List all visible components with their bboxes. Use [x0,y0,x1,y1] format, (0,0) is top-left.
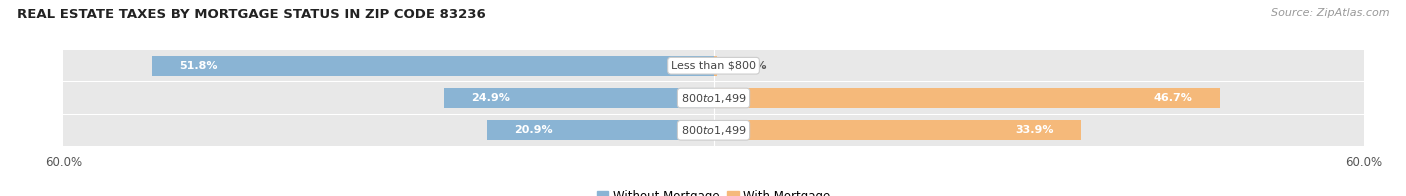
Text: Less than $800: Less than $800 [671,61,756,71]
Text: 46.7%: 46.7% [1154,93,1192,103]
Bar [713,56,717,76]
Text: 51.8%: 51.8% [179,61,218,71]
Bar [486,120,713,140]
Text: 24.9%: 24.9% [471,93,509,103]
Bar [152,56,713,76]
Bar [713,88,1219,108]
Text: $800 to $1,499: $800 to $1,499 [681,124,747,137]
Text: 33.9%: 33.9% [1015,125,1054,135]
Bar [63,82,1364,114]
Legend: Without Mortgage, With Mortgage: Without Mortgage, With Mortgage [592,185,835,196]
Text: 20.9%: 20.9% [515,125,553,135]
Text: 0.36%: 0.36% [728,61,766,71]
Bar [63,50,1364,81]
Bar [63,115,1364,146]
Text: Source: ZipAtlas.com: Source: ZipAtlas.com [1271,8,1389,18]
Text: REAL ESTATE TAXES BY MORTGAGE STATUS IN ZIP CODE 83236: REAL ESTATE TAXES BY MORTGAGE STATUS IN … [17,8,485,21]
Text: $800 to $1,499: $800 to $1,499 [681,92,747,104]
Bar [713,120,1081,140]
Bar [444,88,713,108]
